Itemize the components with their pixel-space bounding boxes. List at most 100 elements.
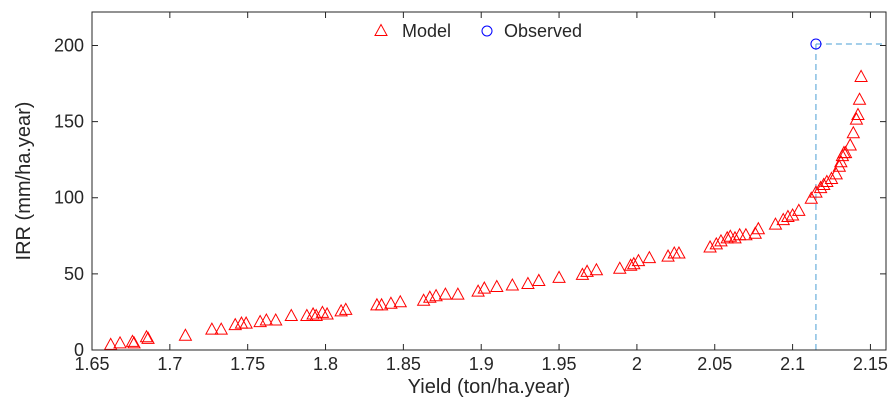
model-point bbox=[139, 329, 154, 343]
y-tick-label: 100 bbox=[54, 188, 84, 208]
model-point bbox=[631, 253, 646, 267]
y-tick-label: 0 bbox=[74, 340, 84, 360]
legend-model-label: Model bbox=[402, 21, 451, 41]
model-point bbox=[309, 308, 324, 321]
model-point bbox=[575, 267, 590, 280]
model-point bbox=[703, 239, 717, 253]
model-point bbox=[320, 306, 334, 320]
model-point bbox=[816, 177, 831, 191]
model-point bbox=[776, 212, 791, 226]
model-point bbox=[642, 250, 657, 264]
model-point bbox=[300, 308, 314, 321]
model-point bbox=[214, 322, 229, 335]
model-point bbox=[672, 246, 686, 259]
model-point bbox=[748, 226, 763, 239]
model-point bbox=[228, 317, 243, 331]
model-point bbox=[103, 337, 118, 350]
model-point bbox=[429, 288, 443, 302]
model-point bbox=[477, 281, 492, 294]
x-tick-label: 2.1 bbox=[780, 354, 805, 374]
x-tick-label: 2.05 bbox=[697, 354, 732, 374]
model-point bbox=[852, 92, 867, 105]
y-tick-label: 150 bbox=[54, 112, 84, 132]
model-point bbox=[709, 236, 724, 250]
model-point bbox=[791, 203, 806, 216]
model-point bbox=[846, 125, 861, 139]
model-point bbox=[334, 303, 348, 317]
model-point bbox=[422, 290, 437, 303]
model-point bbox=[384, 296, 398, 309]
model-point bbox=[804, 191, 819, 204]
x-tick-label: 1.8 bbox=[313, 354, 338, 374]
model-point bbox=[338, 302, 353, 315]
model-point bbox=[205, 322, 219, 335]
plot-area-background bbox=[92, 12, 886, 350]
model-point bbox=[829, 166, 844, 180]
model-point bbox=[612, 261, 627, 274]
model-point bbox=[451, 287, 465, 300]
model-point bbox=[505, 277, 520, 291]
x-tick-label: 1.7 bbox=[157, 354, 182, 374]
model-point bbox=[824, 171, 839, 184]
model-point bbox=[393, 294, 408, 308]
model-point bbox=[268, 313, 283, 326]
model-point bbox=[834, 154, 848, 168]
legend-observed-label: Observed bbox=[504, 21, 582, 41]
model-point bbox=[714, 233, 728, 247]
model-point bbox=[832, 159, 847, 172]
legend-observed-circle-icon bbox=[481, 25, 493, 37]
observed-point bbox=[810, 38, 822, 50]
x-axis-title: Yield (ton/ha.year) bbox=[408, 376, 571, 398]
y-axis-title: IRR (mm/ha.year) bbox=[13, 102, 35, 261]
x-tick-label: 1.95 bbox=[542, 354, 577, 374]
data-points bbox=[103, 38, 868, 350]
x-tick-label: 2 bbox=[632, 354, 642, 374]
model-point bbox=[626, 256, 641, 270]
model-point bbox=[854, 69, 868, 82]
model-point bbox=[113, 335, 127, 349]
model-point bbox=[785, 207, 800, 221]
model-point bbox=[306, 306, 320, 320]
model-point bbox=[284, 308, 299, 321]
model-point bbox=[374, 297, 389, 311]
model-point bbox=[720, 230, 735, 244]
model-point bbox=[768, 217, 783, 230]
model-point bbox=[259, 313, 274, 326]
model-point bbox=[141, 331, 155, 344]
model-point bbox=[623, 258, 638, 271]
x-tick-label: 1.9 bbox=[469, 354, 494, 374]
model-point bbox=[838, 145, 853, 159]
y-axis-ticks: 0 50 100 150 200 bbox=[54, 35, 886, 360]
legend-item-model: Model bbox=[374, 21, 451, 41]
model-point bbox=[253, 314, 267, 328]
model-point bbox=[580, 264, 594, 277]
x-tick-label: 1.85 bbox=[386, 354, 421, 374]
x-tick-label: 1.75 bbox=[230, 354, 265, 374]
model-point bbox=[521, 276, 535, 290]
model-point bbox=[809, 185, 823, 198]
model-point bbox=[781, 209, 795, 223]
model-point bbox=[661, 249, 675, 262]
x-axis-ticks: 1.65 1.7 1.75 1.8 1.85 1.9 1.95 2 2.05 2.1 2.15 bbox=[74, 12, 888, 374]
model-point bbox=[416, 293, 431, 306]
model-point bbox=[851, 107, 865, 121]
legend-item-observed: Observed bbox=[481, 21, 582, 41]
legend-model-triangle-icon bbox=[374, 23, 388, 36]
y-tick-label: 50 bbox=[64, 264, 84, 284]
model-point bbox=[728, 230, 742, 244]
model-point bbox=[125, 334, 140, 347]
x-tick-label: 1.65 bbox=[74, 354, 109, 374]
model-point bbox=[471, 284, 485, 297]
model-point bbox=[127, 335, 141, 349]
model-point bbox=[739, 227, 753, 241]
model-point bbox=[813, 180, 828, 194]
plot-frame bbox=[91, 11, 887, 351]
model-point bbox=[819, 174, 834, 187]
model-point bbox=[589, 262, 604, 276]
model-point bbox=[531, 273, 546, 286]
model-point bbox=[751, 221, 766, 235]
model-point bbox=[552, 270, 566, 283]
x-tick-label: 2.15 bbox=[853, 354, 888, 374]
